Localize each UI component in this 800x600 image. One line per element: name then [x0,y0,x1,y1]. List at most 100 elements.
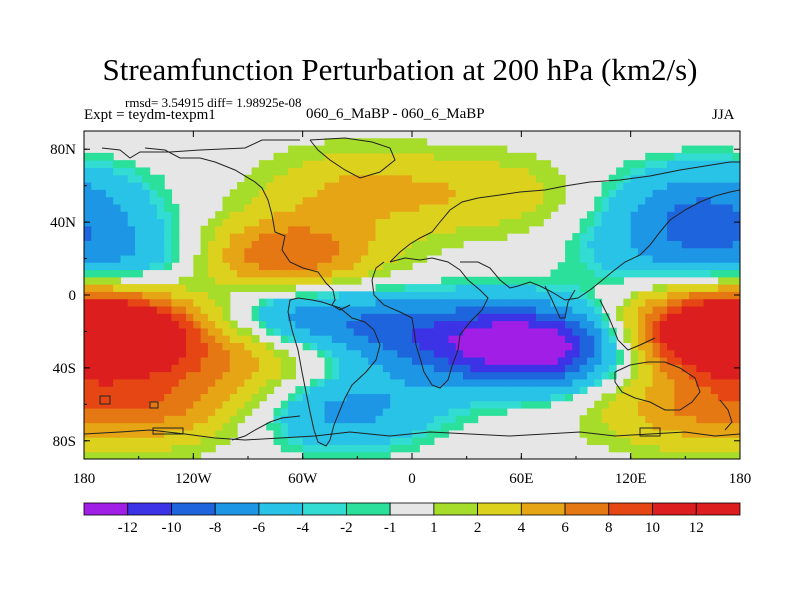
field-cell [528,349,537,358]
field-cell [382,174,391,183]
field-cell [448,400,457,409]
field-cell [696,262,705,271]
field-cell [448,364,457,373]
field-cell [273,407,282,416]
field-cell [317,342,326,351]
field-cell [412,349,420,358]
field-cell [229,407,238,416]
field-cell [142,386,151,394]
field-cell [229,254,238,263]
field-cell [579,269,588,278]
field-cell [375,393,384,402]
field-cell [229,327,238,336]
x-tick-label: 60E [509,471,533,487]
field-cell [506,182,515,190]
field-cell [113,342,122,351]
field-cell [601,349,610,358]
field-cell [309,400,318,409]
field-cell [506,218,515,227]
field-cell [215,218,224,227]
field-cell [492,349,501,358]
field-cell [616,269,624,278]
field-cell [696,386,705,394]
field-cell [382,378,391,387]
field-cell [601,335,610,343]
field-cell [200,240,209,249]
field-cell [317,422,326,431]
field-cell [652,327,661,336]
field-cell [514,174,522,183]
field-cell [200,284,209,292]
field-cell [718,145,727,154]
field-cell [309,196,318,205]
field-cell [492,320,501,329]
field-cell [120,240,129,249]
field-cell [288,276,296,285]
field-cell [280,335,289,343]
field-cell [470,174,479,183]
field-cell [390,327,399,336]
field-cell [630,378,639,387]
field-cell [346,342,355,351]
field-cell [463,415,471,424]
field-cell [105,211,114,220]
field-cell [521,203,530,212]
field-cell [207,269,216,278]
field-cell [492,203,501,212]
field-cell [360,203,369,212]
field-cell [477,356,486,365]
field-cell [280,254,289,263]
field-cell [346,254,355,263]
field-cell [258,174,267,183]
field-cell [331,342,340,351]
field-cell [623,189,632,198]
field-cell [171,407,180,416]
field-cell [164,320,173,329]
field-cell [594,320,603,329]
field-cell [477,182,486,190]
field-cell [426,393,435,402]
field-cell [105,262,114,271]
field-cell [353,182,362,190]
field-cell [433,305,442,314]
field-cell [375,262,384,271]
field-cell [113,422,122,431]
field-cell [732,327,740,336]
field-cell [105,196,114,205]
field-cell [630,407,639,416]
field-cell [149,203,158,212]
field-cell [667,196,675,205]
field-cell [309,203,318,212]
field-cell [105,269,114,278]
field-cell [120,182,129,190]
field-cell [171,400,180,409]
field-cell [594,407,603,416]
field-cell [667,152,675,161]
field-cell [477,400,486,409]
field-cell [550,189,559,198]
field-cell [645,291,654,300]
field-cell [718,393,727,402]
y-tick-label: 0 [69,288,77,304]
field-cell [244,247,253,256]
field-cell [127,233,136,241]
field-cell [441,305,450,314]
field-cell [404,196,413,205]
field-cell [543,356,552,365]
field-cell [237,218,245,227]
field-cell [659,327,668,336]
field-cell [390,247,399,256]
field-cell [710,349,719,358]
field-cell [514,342,522,351]
field-cell [412,437,420,446]
field-cell [419,386,428,394]
field-cell [91,327,100,336]
field-cell [688,225,697,234]
field-cell [390,378,399,387]
field-cell [368,386,377,394]
field-cell [419,371,428,380]
field-cell [171,393,180,402]
field-cell [667,437,675,446]
field-cell [229,349,238,358]
field-cell [156,182,165,190]
